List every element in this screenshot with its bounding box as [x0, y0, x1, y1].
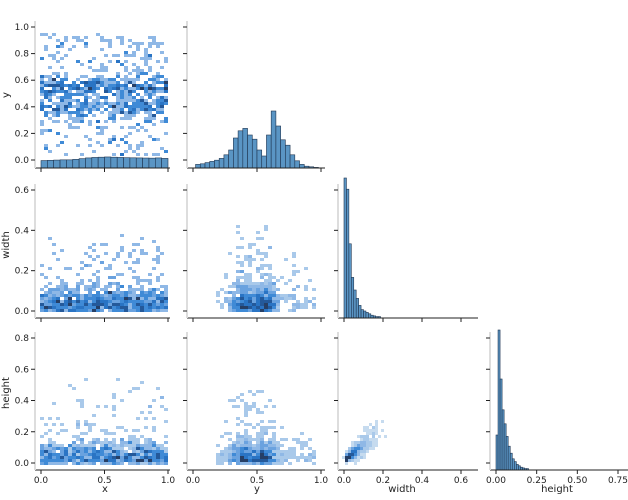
subplot-height-vs-x: 0.0 0.5 1.0 0.0 0.2 0.4 0.6 0.8 — [15, 332, 176, 486]
y-tick-label: 0.0 — [15, 156, 30, 166]
y-axis-label-height: height — [1, 377, 12, 409]
hist2d-x-vs-y — [40, 33, 168, 156]
subplot-height-vs-width: 0.0 0.2 0.4 0.6 — [334, 332, 478, 486]
hist2d-x-vs-height — [40, 378, 168, 465]
y-tick-label: 0.2 — [15, 129, 29, 139]
hist-width — [343, 177, 381, 319]
x-tick-label: 0.5 — [97, 476, 111, 486]
y-tick-label: 0.2 — [15, 267, 29, 277]
y-tick-label: 0.0 — [15, 459, 30, 469]
x-tick-label: 0.50 — [567, 476, 587, 486]
hist2d-y-vs-height — [216, 390, 316, 465]
y-tick-label: 0.8 — [15, 50, 30, 60]
x-axis-label-x: x — [102, 484, 108, 495]
subplot-height-vs-height: 0.00 0.25 0.50 0.75 — [486, 332, 628, 486]
y-tick-label: 0.6 — [15, 365, 30, 375]
x-axis-label-y: y — [254, 484, 260, 495]
y-tick-label: 0.0 — [15, 307, 30, 317]
x-tick-label: 0.6 — [454, 476, 469, 486]
hist-y — [195, 110, 319, 169]
x-tick-label: 0.4 — [415, 476, 430, 486]
x-tick-label: 0.0 — [34, 476, 49, 486]
x-tick-label: 0.75 — [608, 476, 628, 486]
x-tick-label: 0.0 — [337, 476, 352, 486]
subplot-height-vs-y: 0.0 0.5 1.0 — [183, 332, 328, 486]
x-tick-label: 0.00 — [486, 476, 506, 486]
subplot-width-vs-width — [334, 184, 478, 322]
y-tick-label: 0.4 — [15, 103, 30, 113]
hist-height — [495, 329, 529, 471]
x-tick-label: 0.2 — [376, 476, 390, 486]
x-axis-label-width: width — [388, 484, 416, 495]
y-tick-label: 0.6 — [15, 76, 30, 86]
y-tick-label: 1.0 — [15, 23, 30, 33]
y-tick-label: 0.8 — [15, 334, 30, 344]
x-tick-label: 0.25 — [527, 476, 547, 486]
subplot-width-vs-y — [183, 184, 325, 322]
subplot-x-vs-x — [35, 167, 170, 172]
y-tick-label: 0.4 — [15, 226, 30, 236]
x-tick-label: 1.0 — [314, 476, 329, 486]
y-axis-label-width: width — [1, 231, 12, 259]
y-axis-label-y: y — [1, 92, 12, 98]
y-tick-label: 0.2 — [15, 428, 29, 438]
subplot-y-vs-x: 0.0 0.2 0.4 0.6 0.8 1.0 — [15, 21, 170, 172]
y-tick-label: 0.4 — [15, 397, 30, 407]
x-axis-label-height: height — [541, 484, 573, 495]
x-tick-label: 1.0 — [161, 476, 176, 486]
y-tick-label: 0.6 — [15, 186, 30, 196]
hist-x — [40, 156, 169, 169]
x-tick-label: 0.0 — [186, 476, 201, 486]
hist2d-y-vs-width — [216, 225, 316, 312]
x-tick-label: 0.5 — [250, 476, 264, 486]
hist2d-x-vs-width — [40, 234, 168, 312]
subplot-y-vs-y — [183, 21, 325, 172]
hist2d-width-vs-height — [342, 420, 387, 465]
subplot-width-vs-x: 0.0 0.2 0.4 0.6 — [15, 184, 170, 322]
